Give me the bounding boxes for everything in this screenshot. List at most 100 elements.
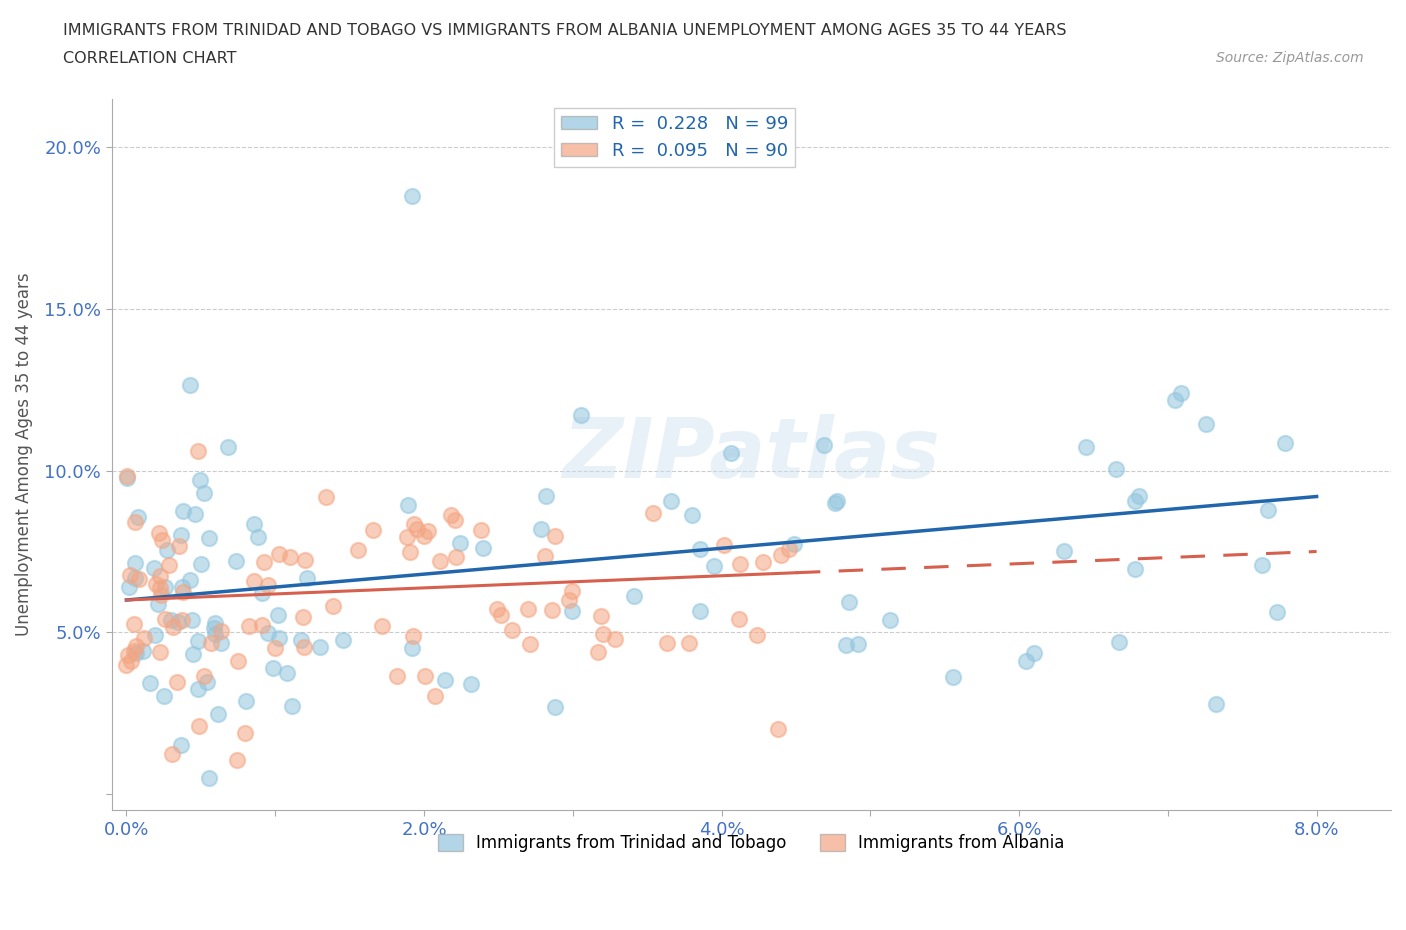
Point	[118, 579, 141, 594]
Point	[713, 538, 735, 552]
Point	[187, 633, 209, 648]
Point	[188, 719, 211, 734]
Point	[569, 407, 592, 422]
Point	[401, 641, 423, 656]
Point	[541, 603, 564, 618]
Point	[433, 673, 456, 688]
Point	[519, 637, 541, 652]
Point	[235, 693, 257, 708]
Point	[160, 746, 183, 761]
Point	[294, 552, 316, 567]
Point	[125, 639, 148, 654]
Point	[557, 592, 579, 607]
Point	[209, 636, 232, 651]
Point	[412, 528, 434, 543]
Point	[250, 586, 273, 601]
Point	[643, 505, 665, 520]
Point	[689, 541, 711, 556]
Point	[543, 528, 565, 543]
Point	[193, 669, 215, 684]
Point	[778, 541, 800, 556]
Point	[401, 188, 423, 203]
Point	[1022, 645, 1045, 660]
Point	[315, 489, 337, 504]
Point	[188, 472, 211, 487]
Point	[153, 612, 176, 627]
Point	[533, 549, 555, 564]
Point	[309, 640, 332, 655]
Point	[124, 514, 146, 529]
Point	[146, 597, 169, 612]
Point	[204, 627, 226, 642]
Point	[752, 554, 775, 569]
Point	[139, 676, 162, 691]
Point	[1015, 654, 1038, 669]
Point	[225, 753, 247, 768]
Text: Source: ZipAtlas.com: Source: ZipAtlas.com	[1216, 51, 1364, 65]
Text: CORRELATION CHART: CORRELATION CHART	[63, 51, 236, 66]
Point	[1205, 697, 1227, 711]
Point	[263, 660, 285, 675]
Point	[157, 558, 180, 573]
Point	[120, 567, 142, 582]
Point	[402, 628, 425, 643]
Point	[1194, 417, 1216, 432]
Point	[444, 512, 467, 527]
Point	[193, 485, 215, 500]
Point	[217, 439, 239, 454]
Point	[149, 644, 172, 659]
Point	[233, 725, 256, 740]
Point	[396, 529, 419, 544]
Point	[825, 494, 848, 509]
Point	[145, 577, 167, 591]
Point	[115, 658, 138, 672]
Point	[404, 516, 426, 531]
Point	[1076, 440, 1098, 455]
Point	[156, 542, 179, 557]
Point	[1053, 543, 1076, 558]
Point	[460, 677, 482, 692]
Point	[592, 626, 614, 641]
Point	[170, 737, 193, 752]
Point	[153, 579, 176, 594]
Point	[169, 527, 191, 542]
Point	[623, 589, 645, 604]
Point	[166, 674, 188, 689]
Point	[179, 573, 201, 588]
Point	[117, 468, 139, 483]
Point	[242, 574, 264, 589]
Point	[561, 584, 583, 599]
Point	[728, 612, 751, 627]
Point	[198, 531, 221, 546]
Point	[472, 540, 495, 555]
Point	[413, 669, 436, 684]
Point	[1274, 435, 1296, 450]
Point	[225, 554, 247, 569]
Point	[766, 722, 789, 737]
Point	[678, 635, 700, 650]
Point	[1105, 462, 1128, 477]
Point	[172, 504, 194, 519]
Point	[238, 618, 260, 633]
Point	[720, 445, 742, 460]
Point	[291, 609, 314, 624]
Point	[371, 619, 394, 634]
Point	[783, 537, 806, 551]
Point	[322, 598, 344, 613]
Point	[657, 635, 679, 650]
Y-axis label: Unemployment Among Ages 35 to 44 years: Unemployment Among Ages 35 to 44 years	[15, 272, 32, 636]
Point	[1164, 392, 1187, 407]
Point	[728, 556, 751, 571]
Point	[838, 595, 860, 610]
Point	[148, 525, 170, 540]
Point	[292, 640, 315, 655]
Point	[942, 670, 965, 684]
Point	[190, 557, 212, 572]
Point	[204, 616, 226, 631]
Point	[290, 633, 312, 648]
Point	[491, 607, 513, 622]
Point	[247, 530, 270, 545]
Point	[267, 547, 290, 562]
Point	[226, 654, 249, 669]
Point	[470, 523, 492, 538]
